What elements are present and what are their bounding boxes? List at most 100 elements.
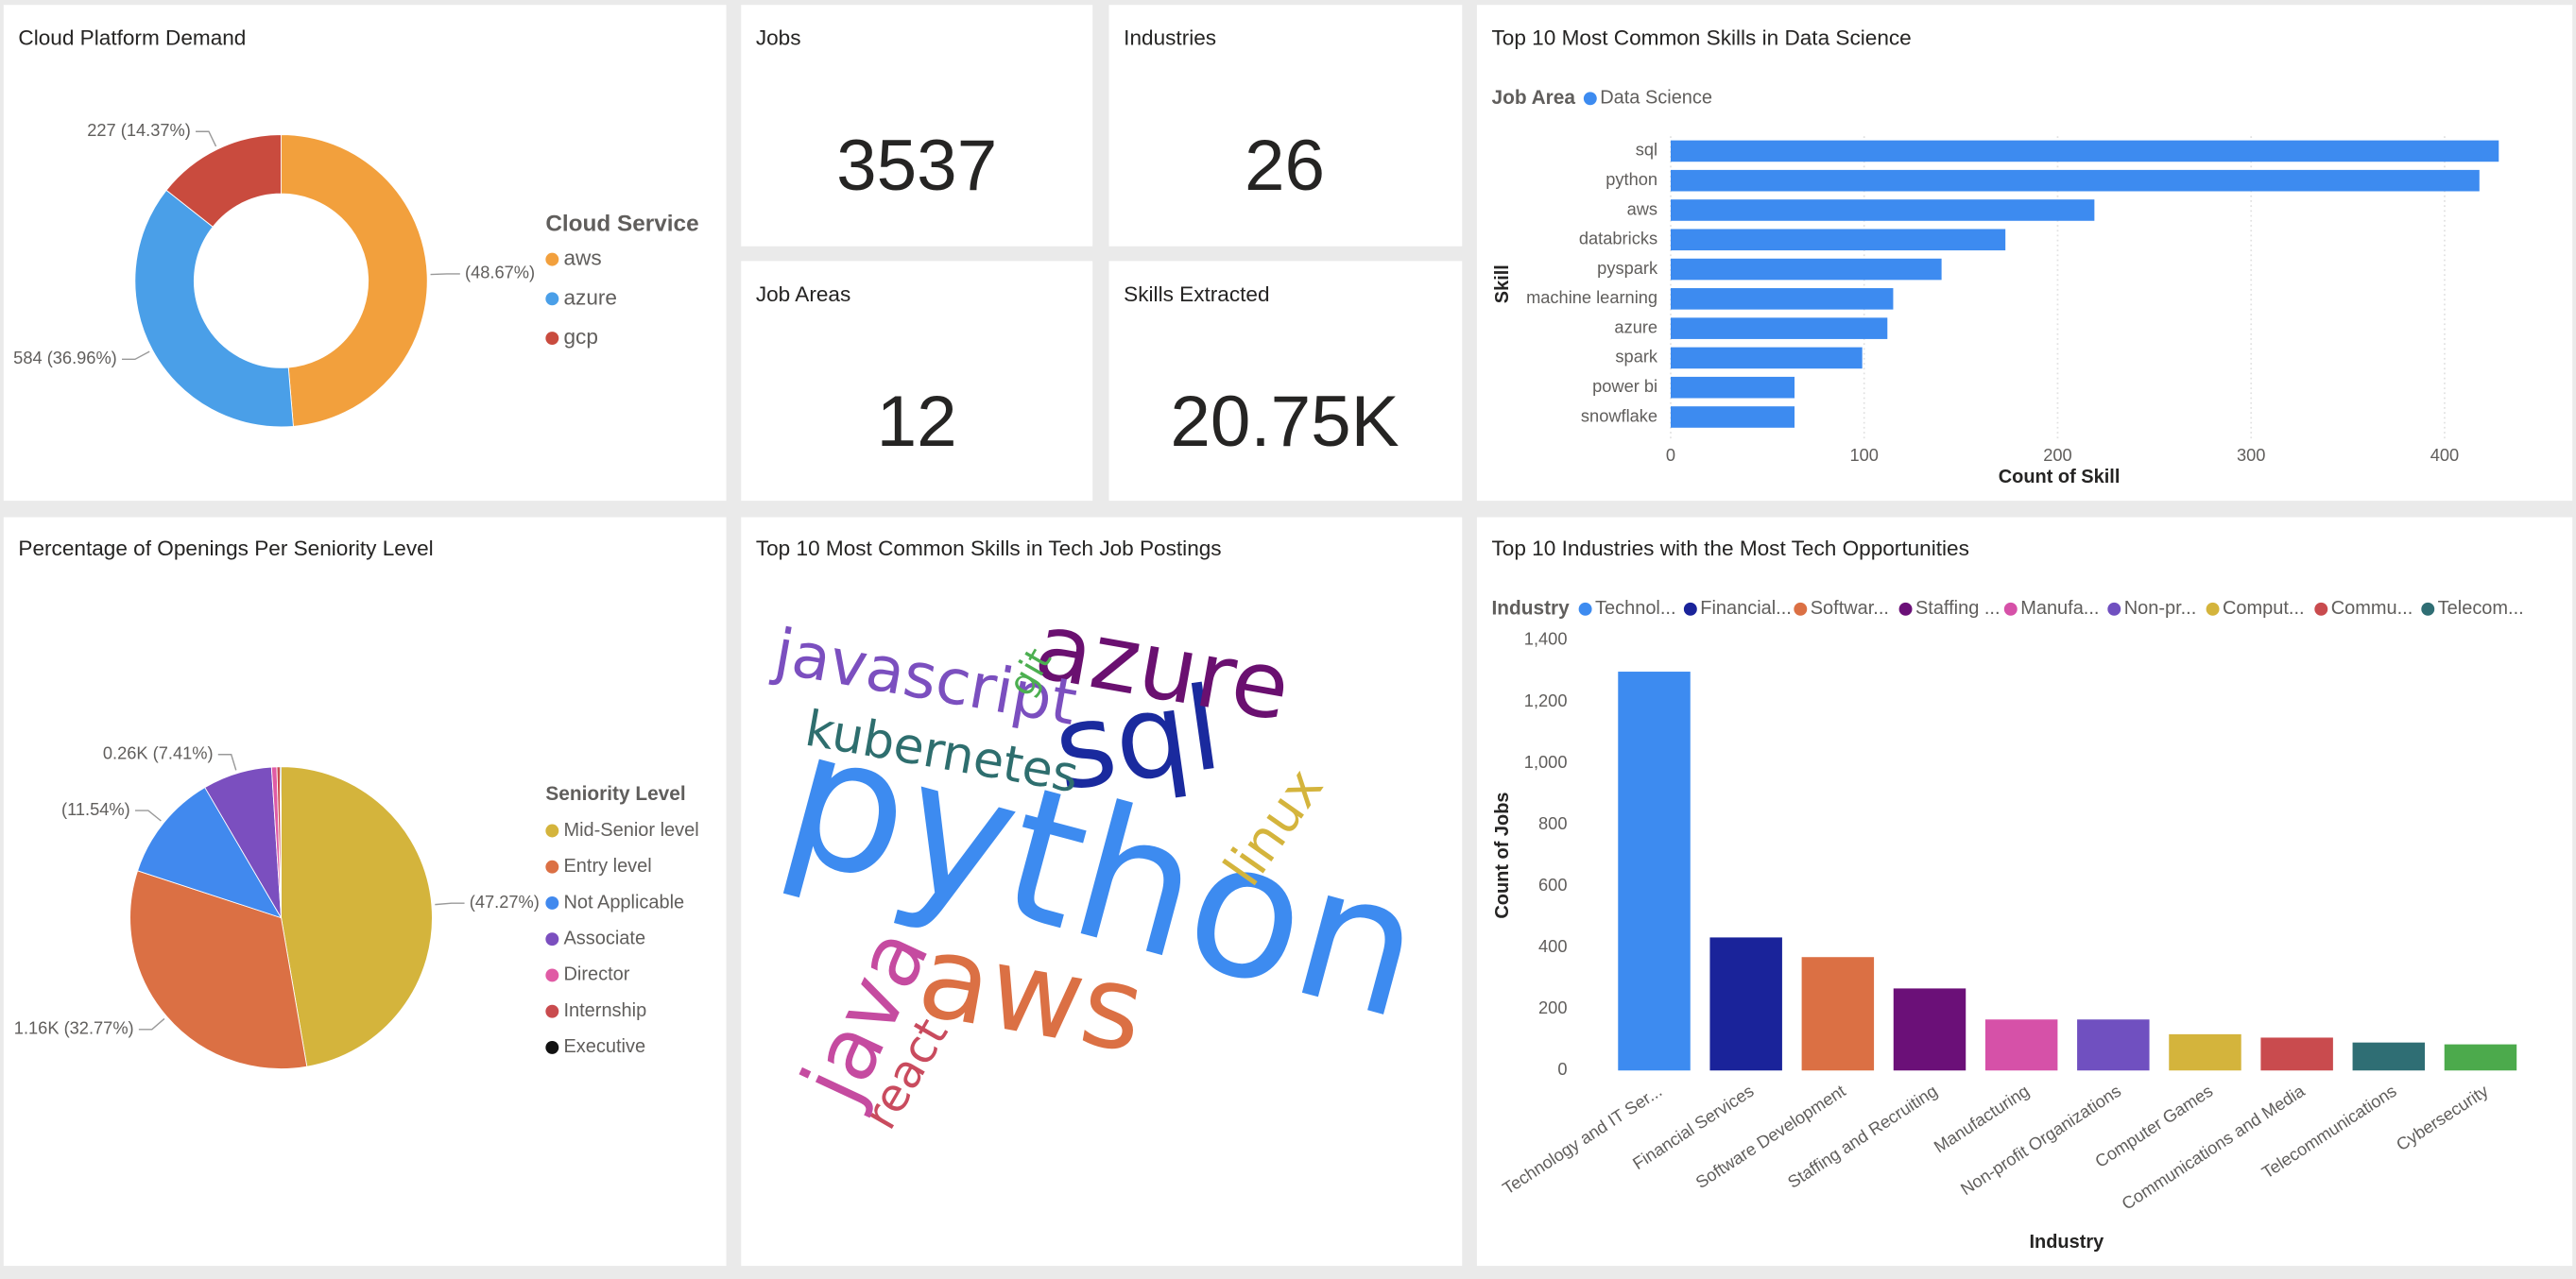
y-tick-label: 0 bbox=[1557, 1059, 1567, 1079]
leader-line bbox=[121, 350, 150, 361]
bar bbox=[1709, 937, 1782, 1071]
data-label: (11.54%) bbox=[61, 799, 130, 819]
bar bbox=[1670, 406, 1795, 428]
legend-label: Data Science bbox=[1600, 88, 1712, 109]
axis-title: Skill bbox=[1492, 264, 1513, 303]
data-label: (48.67%) bbox=[465, 263, 535, 282]
leader-line bbox=[138, 1017, 165, 1031]
legend-marker bbox=[545, 1004, 559, 1018]
card-value: 20.75K bbox=[1170, 382, 1399, 462]
legend-label: Internship bbox=[563, 1000, 646, 1021]
leader-line bbox=[435, 902, 465, 906]
chart-title: Top 10 Most Common Skills in Tech Job Po… bbox=[756, 537, 1222, 560]
legend-marker bbox=[1794, 602, 1808, 616]
legend-label: Mid-Senior level bbox=[563, 820, 698, 841]
slice bbox=[165, 134, 282, 228]
x-tick-label: 200 bbox=[2043, 445, 2071, 465]
legend-marker bbox=[545, 252, 559, 266]
leader-line bbox=[196, 130, 217, 147]
legend-title: Seniority Level bbox=[545, 783, 685, 805]
legend-label: Telecom... bbox=[2438, 598, 2524, 619]
bar bbox=[1618, 672, 1691, 1071]
legend-marker bbox=[545, 332, 559, 346]
card-title: Job Areas bbox=[756, 282, 850, 306]
chart-title: Top 10 Industries with the Most Tech Opp… bbox=[1492, 537, 1969, 560]
legend-label: Financial... bbox=[1700, 598, 1792, 619]
bar bbox=[2352, 1042, 2426, 1071]
legend-marker bbox=[545, 824, 559, 838]
legend-label: Comput... bbox=[2223, 598, 2305, 619]
panel bbox=[741, 5, 1093, 247]
legend-label: Director bbox=[563, 964, 629, 985]
data-label: 227 (14.37%) bbox=[87, 120, 191, 140]
axis-title: Industry bbox=[2029, 1232, 2104, 1253]
slice bbox=[137, 786, 283, 919]
card-title: Industries bbox=[1124, 26, 1216, 50]
legend-marker bbox=[2421, 602, 2435, 616]
legend-label: Commu... bbox=[2331, 598, 2413, 619]
panel bbox=[1108, 261, 1463, 502]
panel bbox=[1476, 5, 2573, 502]
bar bbox=[1670, 140, 2499, 162]
legend-marker bbox=[1683, 602, 1697, 616]
legend-title: Cloud Service bbox=[545, 212, 698, 237]
legend-marker bbox=[1578, 602, 1592, 616]
word: sql bbox=[1046, 661, 1228, 817]
bar bbox=[1670, 258, 1942, 281]
leader-line bbox=[430, 273, 460, 276]
legend-title: Industry bbox=[1492, 597, 1571, 619]
data-label: 1.16K (32.77%) bbox=[14, 1018, 134, 1038]
slice bbox=[134, 189, 294, 428]
bar bbox=[1670, 376, 1795, 399]
slice bbox=[279, 766, 282, 918]
legend-marker bbox=[545, 932, 559, 946]
bar bbox=[2077, 1019, 2150, 1071]
card-title: Jobs bbox=[756, 26, 801, 50]
y-tick-label: 800 bbox=[1538, 813, 1567, 833]
legend-marker bbox=[2206, 602, 2220, 616]
legend-label: Entry level bbox=[563, 856, 651, 877]
y-tick-label: snowflake bbox=[1581, 405, 1657, 425]
card-value: 3537 bbox=[836, 126, 997, 206]
y-tick-label: aws bbox=[1627, 198, 1657, 218]
legend-label: azure bbox=[563, 285, 616, 309]
bar bbox=[1670, 199, 2095, 221]
legend-label: Associate bbox=[563, 928, 645, 948]
bar bbox=[2169, 1033, 2241, 1071]
legend-label: Not Applicable bbox=[563, 892, 684, 912]
legend-marker bbox=[545, 896, 559, 910]
card-title: Skills Extracted bbox=[1124, 282, 1269, 306]
legend-label: Executive bbox=[563, 1036, 645, 1057]
slice bbox=[281, 134, 428, 427]
x-tick-label: 300 bbox=[2237, 445, 2265, 465]
bar bbox=[1670, 229, 2006, 251]
x-tick-label: 400 bbox=[2430, 445, 2459, 465]
legend-label: Technol... bbox=[1595, 598, 1675, 619]
data-label: 584 (36.96%) bbox=[13, 348, 117, 367]
slice bbox=[129, 870, 308, 1069]
legend-marker bbox=[545, 292, 559, 306]
leader-line bbox=[134, 810, 162, 822]
y-tick-label: machine learning bbox=[1526, 287, 1657, 307]
legend-marker bbox=[2314, 602, 2328, 616]
data-label: (47.27%) bbox=[470, 892, 540, 912]
data-label: 0.26K (7.41%) bbox=[103, 743, 214, 763]
y-tick-label: sql bbox=[1636, 140, 1657, 160]
slice bbox=[281, 766, 433, 1067]
legend-marker bbox=[545, 1040, 559, 1054]
legend-marker bbox=[545, 860, 559, 874]
bar bbox=[2444, 1044, 2517, 1071]
legend-label: Non-pr... bbox=[2124, 598, 2197, 619]
legend-marker bbox=[545, 968, 559, 982]
legend-label: Softwar... bbox=[1811, 598, 1889, 619]
legend-label: Manufa... bbox=[2020, 598, 2099, 619]
legend-marker bbox=[2003, 602, 2018, 616]
y-tick-label: pyspark bbox=[1597, 258, 1658, 278]
legend-label: gcp bbox=[563, 325, 597, 349]
legend-title: Job Area bbox=[1492, 87, 1576, 109]
panel bbox=[741, 517, 1463, 1267]
bar bbox=[1670, 288, 1894, 310]
x-tick-label: 0 bbox=[1666, 445, 1675, 465]
